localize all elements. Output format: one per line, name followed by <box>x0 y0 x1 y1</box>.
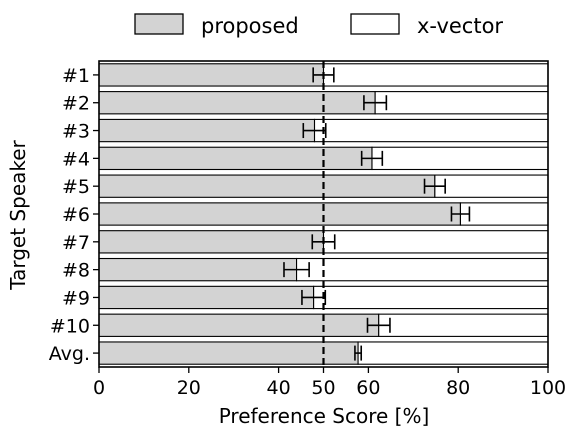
bar-x-vector <box>378 313 549 337</box>
y-axis-ticks: #1 #2 #3 #4 #5 #6 #7 #8 #9 #10 Avg. <box>49 65 99 365</box>
x-tick-label: 80 <box>446 377 470 399</box>
bar-proposed <box>98 202 461 226</box>
x-tick-label: 0 <box>93 377 105 399</box>
error-bar <box>360 150 384 166</box>
bar-x-vector <box>434 174 549 198</box>
x-tick-label: 60 <box>356 377 380 399</box>
y-tick-label: #7 <box>62 232 90 254</box>
bar-x-vector <box>459 202 549 226</box>
y-tick-label: #2 <box>62 93 90 115</box>
y-tick-label: #4 <box>62 148 90 170</box>
bar-proposed <box>98 285 315 310</box>
error-bar <box>301 289 327 305</box>
y-axis-label: Target Speaker <box>6 139 30 290</box>
x-axis-ticks: 0 20 40 50 60 80 100 <box>93 367 566 399</box>
legend-label-x-vector: x-vector <box>417 14 503 38</box>
bar-proposed <box>98 63 325 87</box>
error-bars-group <box>283 67 471 361</box>
bar-x-vector <box>322 63 549 87</box>
y-tick-label: #1 <box>62 65 90 87</box>
error-bar <box>302 123 327 139</box>
bar-proposed <box>98 230 325 254</box>
bar-proposed <box>98 257 298 282</box>
y-tick-label: #10 <box>50 315 90 337</box>
error-bar <box>354 345 363 361</box>
bar-proposed <box>98 313 380 337</box>
legend: proposed x-vector <box>134 13 503 38</box>
error-bar <box>423 178 446 194</box>
bar-x-vector <box>296 257 549 282</box>
bar-x-vector <box>371 146 549 171</box>
error-bar <box>363 95 388 111</box>
legend-swatch-x-vector <box>350 13 400 35</box>
legend-swatch-proposed <box>134 13 184 35</box>
bar-x-vector <box>374 91 549 115</box>
error-bar <box>450 206 471 222</box>
error-bar <box>283 262 310 278</box>
bar-x-vector <box>313 285 549 310</box>
x-axis-label: Preference Score [%] <box>219 404 430 428</box>
y-tick-label: #6 <box>62 204 90 226</box>
legend-label-proposed: proposed <box>201 14 299 38</box>
y-tick-label: #8 <box>62 260 90 282</box>
bar-x-vector <box>357 341 549 365</box>
bar-proposed <box>98 174 436 198</box>
bar-x-vector <box>313 118 549 143</box>
error-bar <box>366 317 391 333</box>
x-tick-label: 20 <box>177 377 201 399</box>
bar-proposed <box>98 118 316 143</box>
bar-proposed <box>98 146 373 171</box>
y-tick-label: #3 <box>62 121 90 143</box>
x-tick-label: 100 <box>530 377 566 399</box>
y-tick-label: #5 <box>62 176 90 198</box>
y-tick-label: #9 <box>62 287 90 309</box>
x-tick-label: 50 <box>311 377 335 399</box>
x-tick-label: 40 <box>267 377 291 399</box>
bar-proposed <box>98 341 359 365</box>
bar-proposed <box>98 91 376 115</box>
bar-x-vector <box>322 230 549 254</box>
y-tick-label: Avg. <box>49 343 90 365</box>
